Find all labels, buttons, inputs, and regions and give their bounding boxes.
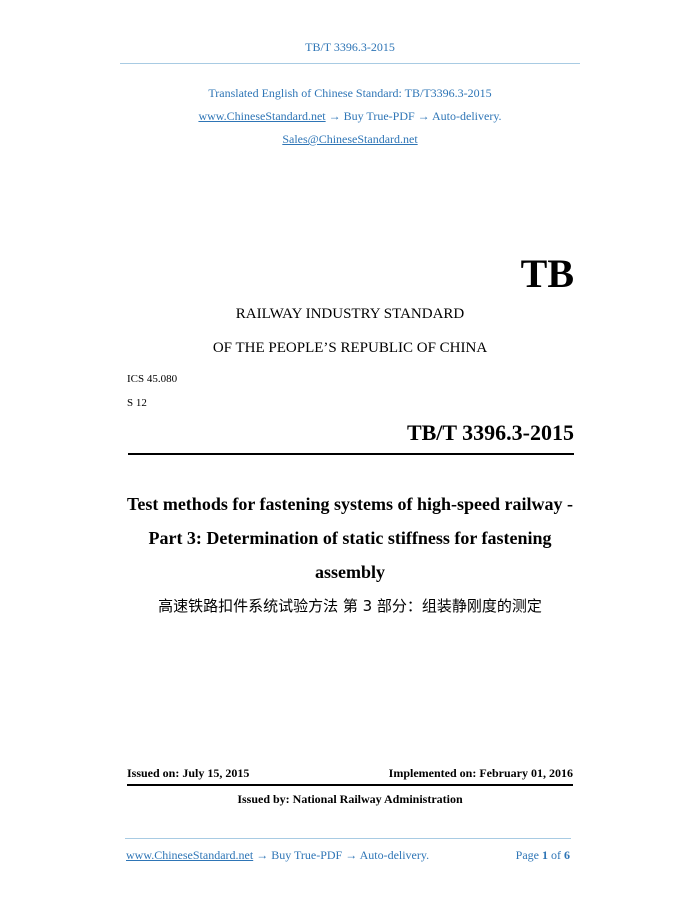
ccs-code: S 12 bbox=[127, 397, 147, 409]
page-indicator: Page 1 of 6 bbox=[516, 848, 570, 863]
standard-logo: TB bbox=[520, 251, 574, 296]
page-total: 6 bbox=[564, 848, 570, 862]
org-line-2: OF THE PEOPLE’S REPUBLIC OF CHINA bbox=[212, 340, 488, 356]
footer-rule bbox=[125, 838, 571, 839]
header-rule bbox=[120, 63, 580, 64]
implemented-on: Implemented on: February 01, 2016 bbox=[388, 766, 573, 780]
standard-number: TB/T 3396.3-2015 bbox=[406, 420, 574, 445]
promo-delivery: www.ChineseStandard.net → Buy True-PDF →… bbox=[0, 109, 700, 124]
org-line-1: RAILWAY INDUSTRY STANDARD bbox=[235, 306, 465, 322]
page-label: Page bbox=[515, 848, 539, 862]
footer-promo: www.ChineseStandard.net → Buy True-PDF →… bbox=[126, 848, 429, 863]
page-number: 1 bbox=[542, 848, 548, 862]
of-label: of bbox=[551, 848, 561, 862]
title-chinese: 高速铁路扣件系统试验方法 第 3 部分：组装静刚度的测定 bbox=[158, 597, 542, 615]
title-rule bbox=[128, 453, 574, 455]
header-doc-code: TB/T 3396.3-2015 bbox=[305, 40, 395, 54]
promo-line: Translated English of Chinese Standard: … bbox=[208, 86, 492, 100]
title-line-1: Test methods for fastening systems of hi… bbox=[126, 494, 573, 514]
delivery-text: → Buy True-PDF → Auto-delivery. bbox=[325, 109, 502, 123]
footer-site-link[interactable]: www.ChineseStandard.net bbox=[126, 848, 254, 862]
footer-delivery-text: → Buy True-PDF → Auto-delivery. bbox=[253, 848, 430, 862]
issued-on: Issued on: July 15, 2015 bbox=[127, 766, 250, 780]
ics-code: ICS 45.080 bbox=[127, 373, 178, 385]
email-link[interactable]: Sales@ChineseStandard.net bbox=[282, 132, 418, 146]
title-line-2: Part 3: Determination of static stiffnes… bbox=[148, 528, 552, 548]
site-link[interactable]: www.ChineseStandard.net bbox=[198, 109, 326, 123]
promo-email-wrap: Sales@ChineseStandard.net bbox=[0, 132, 700, 147]
issue-rule bbox=[127, 784, 573, 786]
title-line-3: assembly bbox=[314, 562, 385, 582]
issued-by: Issued by: National Railway Administrati… bbox=[237, 792, 463, 806]
